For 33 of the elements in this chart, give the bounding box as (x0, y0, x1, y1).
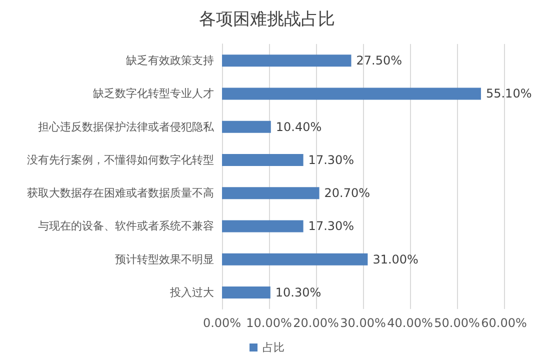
bar (222, 253, 368, 266)
data-label: 10.40% (276, 120, 322, 134)
data-label: 17.30% (308, 152, 354, 167)
x-tick-label: 50.00% (434, 316, 480, 330)
data-label: 17.30% (308, 219, 354, 234)
y-tick-label: 缺乏数字化转型专业人才 (93, 87, 214, 100)
bar (222, 88, 481, 100)
y-tick-label: 缺乏有效政策支持 (126, 54, 214, 68)
bar (222, 220, 304, 232)
data-label: 27.50% (356, 54, 402, 68)
data-label: 10.30% (275, 285, 322, 300)
y-tick-label: 投入过大 (169, 286, 214, 299)
bar (222, 120, 271, 133)
bar (222, 154, 304, 166)
y-tick-label: 获取大数据存在困难或者数据质量不高 (27, 186, 214, 200)
x-tick-label: 10.00% (246, 316, 292, 330)
chart-title: 各项困难挑战占比 (199, 10, 335, 30)
bar (222, 286, 270, 298)
legend-label: 占比 (262, 341, 284, 354)
y-tick-label: 与现在的设备、软件或者系统不兼容 (38, 220, 214, 233)
data-label: 20.70% (324, 186, 370, 200)
data-label: 55.10% (486, 86, 532, 101)
y-tick-label: 预计转型效果不明显 (115, 252, 214, 266)
x-tick-label: 20.00% (293, 316, 339, 330)
y-tick-label: 担心违反数据保护法律或者侵犯隐私 (38, 120, 215, 134)
y-tick-label: 没有先行案例，不懂得如何数字化转型 (27, 153, 214, 166)
bar (222, 54, 352, 67)
bar (222, 187, 320, 200)
x-tick-label: 0.00% (202, 316, 242, 330)
x-tick-label: 30.00% (340, 316, 386, 330)
x-tick-label: 60.00% (481, 316, 527, 330)
data-label: 31.00% (372, 252, 418, 266)
x-tick-label: 40.00% (387, 316, 433, 330)
